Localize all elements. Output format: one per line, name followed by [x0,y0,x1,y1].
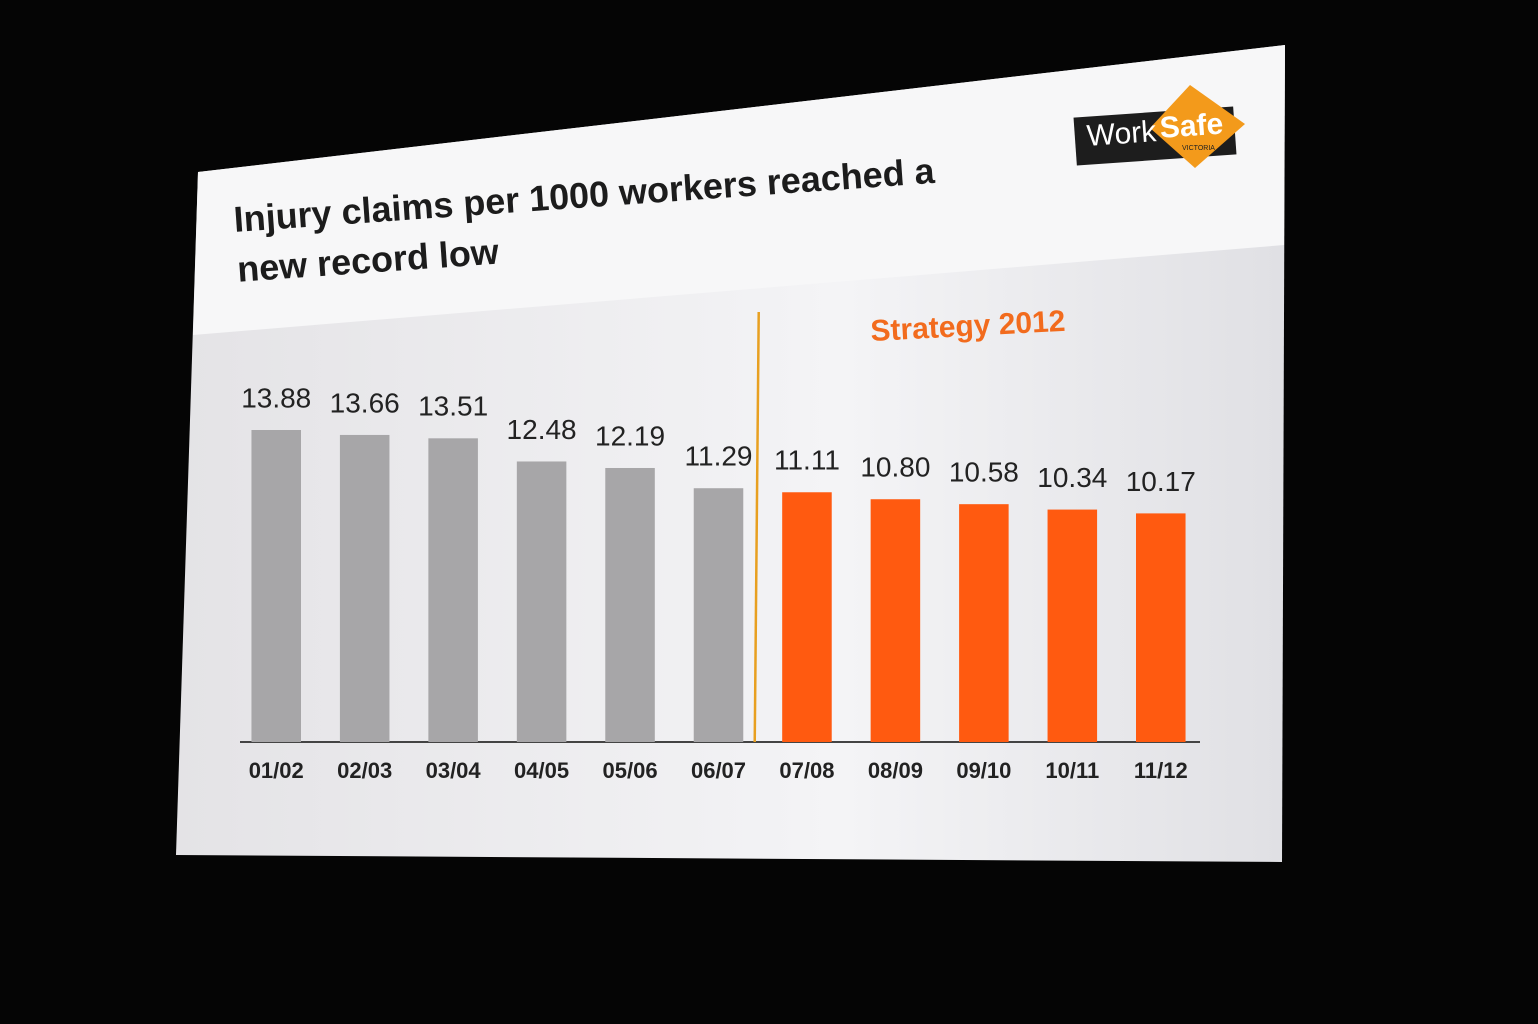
logo-diamond [1150,85,1245,168]
bar [339,434,390,742]
bar [959,504,1009,742]
x-tick-label: 05/06 [603,758,658,783]
x-tick-label: 09/10 [956,758,1011,783]
x-tick-label: 07/08 [779,758,834,783]
value-label: 13.88 [241,382,311,413]
x-tick-label: 04/05 [514,758,569,783]
bar [1047,509,1098,742]
x-tick-label: 01/02 [249,758,304,783]
value-label: 10.17 [1126,466,1196,497]
value-label: 11.11 [774,445,840,476]
bar [516,461,567,742]
value-label: 11.29 [685,441,753,472]
x-tick-label: 02/03 [337,758,392,783]
value-label: 12.19 [595,420,665,451]
value-label: 13.66 [330,387,400,418]
bar [428,438,478,742]
value-label: 13.51 [418,391,488,422]
divider [753,311,760,743]
logo-work: Work [1086,115,1159,153]
bar [1136,513,1186,742]
x-tick-label: 03/04 [426,758,482,783]
logo-sub: VICTORIA [1182,145,1215,152]
bar [870,499,921,742]
value-label: 10.58 [949,457,1019,488]
slide-header [193,45,1285,335]
bar [605,467,655,742]
logo-safe: Safe [1159,108,1225,145]
bar [693,488,744,742]
value-label: 12.48 [507,414,577,445]
bar [782,492,832,742]
value-label: 10.34 [1037,462,1107,493]
x-tick-label: 11/12 [1134,758,1188,783]
x-tick-label: 08/09 [868,758,923,783]
value-label: 10.80 [860,452,930,483]
x-tick-label: 10/11 [1045,758,1099,783]
x-tick-label: 06/07 [691,758,746,783]
bar [251,430,301,742]
